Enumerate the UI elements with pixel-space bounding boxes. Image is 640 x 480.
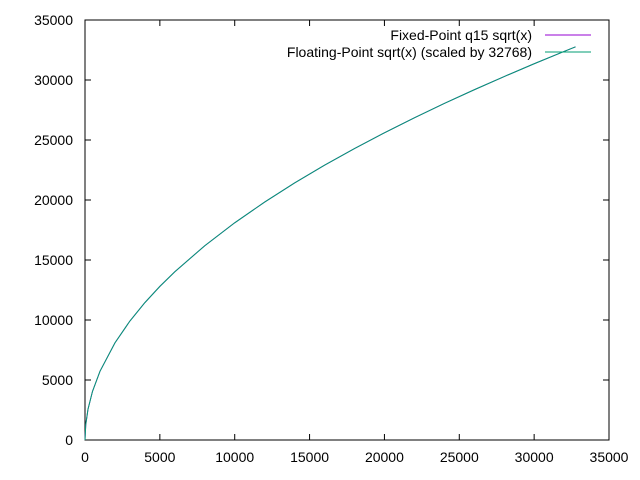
axis-ticks: 0 5000 10000 15000 20000 25000 30000 35000 0 5000…: [34, 12, 629, 465]
x-tick-label: 20000: [365, 449, 404, 465]
x-tick-label: 25000: [440, 449, 479, 465]
x-tick-label: 30000: [515, 449, 554, 465]
legend-label: Fixed-Point q15 sqrt(x): [390, 27, 532, 43]
legend-label: Floating-Point sqrt(x) (scaled by 32768): [287, 44, 532, 60]
x-tick-label: 35000: [590, 449, 629, 465]
y-tick-label: 20000: [34, 192, 73, 208]
x-tick-label: 10000: [215, 449, 254, 465]
y-tick-label: 5000: [42, 372, 73, 388]
y-tick-label: 10000: [34, 312, 73, 328]
y-tick-label: 0: [65, 432, 73, 448]
x-tick-label: 5000: [144, 449, 175, 465]
y-tick-label: 15000: [34, 252, 73, 268]
series-line-1: [84, 46, 576, 441]
series-line-2: [84, 46, 576, 441]
y-tick-label: 35000: [34, 12, 73, 28]
x-tick-label: 0: [81, 449, 89, 465]
x-tick-label: 15000: [290, 449, 329, 465]
plot-frame: [84, 19, 610, 441]
series-lines: [84, 46, 576, 441]
y-tick-label: 30000: [34, 72, 73, 88]
legend: Fixed-Point q15 sqrt(x)Floating-Point sq…: [287, 27, 591, 60]
y-tick-label: 25000: [34, 132, 73, 148]
